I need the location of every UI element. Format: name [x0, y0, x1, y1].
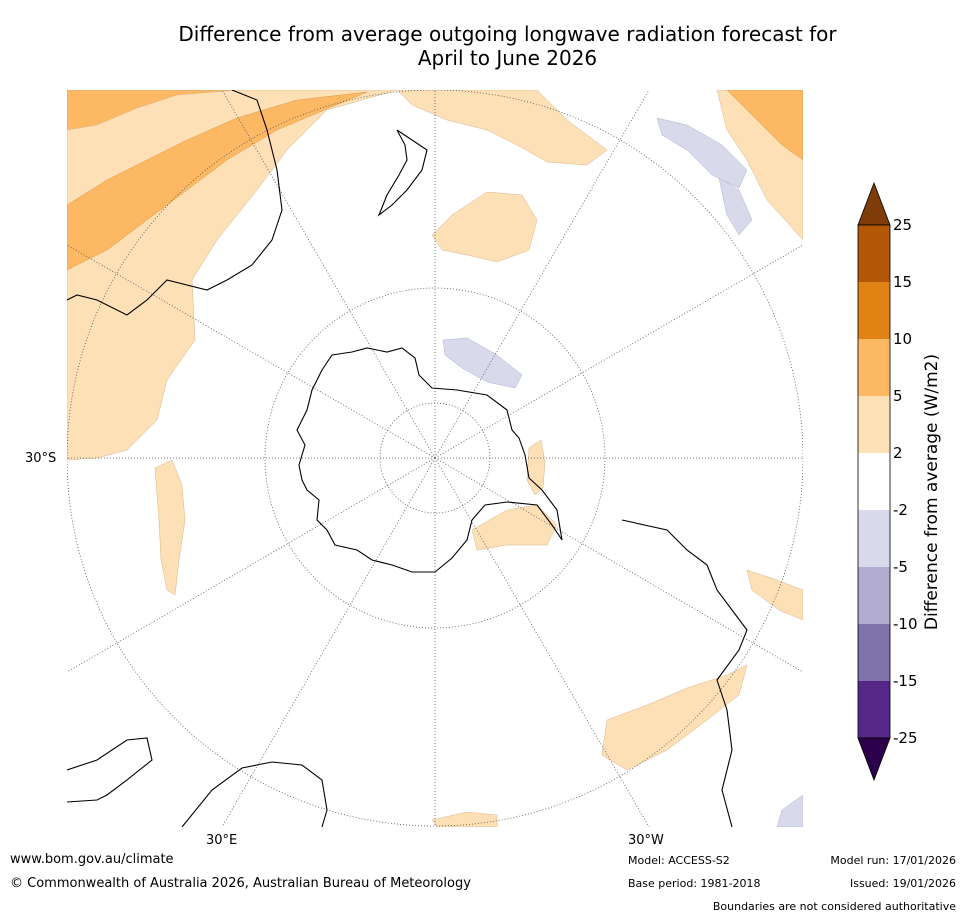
footer-issued: Issued: 19/01/2026: [849, 877, 956, 890]
colorbar-band-minus2to5: [858, 510, 890, 567]
coastline-southern-africa-2: [181, 761, 328, 827]
coastline-antarctica: [296, 347, 563, 573]
colorbar-tick: -2: [893, 501, 908, 519]
colorbar-arrow-bottom: [857, 737, 891, 782]
coastline-australia: [67, 90, 283, 316]
anomaly-minus2to5-region-southeast-corner: [776, 794, 803, 827]
colorbar-band-10to15: [858, 282, 890, 339]
colorbar-tick: 25: [893, 216, 913, 234]
map-title-line1: Difference from average outgoing longwav…: [178, 22, 837, 46]
coastline-south-america: [621, 519, 748, 827]
coastline-new-zealand: [377, 129, 428, 217]
anomaly-minus2to5-region-northeast-2: [718, 177, 753, 236]
graticule-meridians: [67, 90, 803, 827]
footer-model-run: Model run: 17/01/2026: [830, 854, 956, 867]
longitude-label-30e: 30°E: [206, 833, 238, 848]
colorbar-band-minus15to25: [858, 681, 890, 738]
colorbar-label: Difference from average (W/m2): [922, 353, 942, 631]
anomaly-2to5-region-south-atlantic: [601, 664, 748, 771]
colorbar-band-15to25: [858, 225, 890, 282]
colorbar-band-minus10to15: [858, 624, 890, 681]
colorbar-tick: 15: [893, 273, 913, 291]
coastlines: [67, 90, 748, 827]
graticule-lat-60s: [264, 287, 606, 629]
colorbar-band-neutral: [858, 453, 890, 510]
colorbar-tick: 10: [893, 330, 913, 348]
colorbar-outline: [857, 224, 891, 739]
colorbar-tick: 5: [893, 387, 903, 405]
anomaly-2to5-region-peninsula: [526, 439, 546, 496]
anomaly-minus2to5-region-northeast: [656, 117, 748, 189]
longitude-label-30w: 30°W: [628, 833, 664, 848]
anomaly-5to10-region-west: [67, 91, 368, 271]
colorbar-tick: 2: [893, 444, 903, 462]
colorbar-band-minus5to10: [858, 567, 890, 624]
latitude-label-30s: 30°S: [25, 451, 57, 466]
footer-disclaimer: Boundaries are not considered authoritat…: [712, 900, 956, 913]
graticule: [67, 90, 803, 827]
anomaly-minus2to5-region-central: [442, 337, 523, 389]
footer-base-period: Base period: 1981-2018: [628, 877, 761, 890]
anomaly-2to5-region-indian-ocean: [154, 459, 186, 596]
footer-copyright: © Commonwealth of Australia 2026, Austra…: [10, 876, 471, 891]
anomaly-2to5-region-southeast: [746, 569, 803, 621]
colorbar-tick: -10: [893, 615, 918, 633]
colorbar: [857, 182, 891, 782]
colorbar-band-5to10: [858, 339, 890, 396]
colorbar-tick: -25: [893, 729, 918, 747]
colorbar-arrow-top: [857, 182, 891, 226]
anomaly-2to5-region-weddell: [471, 504, 558, 551]
footer-website: www.bom.gov.au/climate: [10, 852, 174, 867]
map-title-line2: April to June 2026: [417, 46, 598, 70]
colorbar-band-2to5: [858, 396, 890, 453]
coastline-south-africa: [67, 737, 153, 803]
map-panel: [67, 90, 803, 827]
colorbar-tick: -15: [893, 672, 918, 690]
anomaly-5to10-region-northeast: [726, 90, 803, 161]
anomaly-2to5-region-north-central: [431, 191, 538, 263]
footer-model: Model: ACCESS-S2: [628, 854, 730, 867]
map-title: Difference from average outgoing longwav…: [100, 22, 915, 70]
colorbar-tick: -5: [893, 558, 908, 576]
